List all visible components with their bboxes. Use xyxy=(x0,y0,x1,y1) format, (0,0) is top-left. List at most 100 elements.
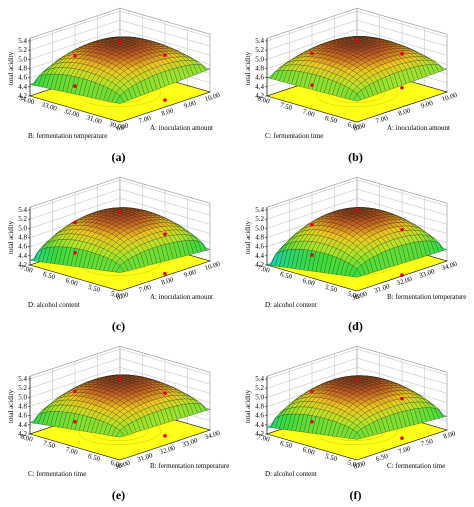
response-surface xyxy=(266,36,448,102)
response-surface xyxy=(266,375,448,440)
panel-b: 4.2 4.4 4.6 4.8 5.0 5.2 5.4 total acidity 6.00 7.… xyxy=(237,0,474,169)
z-tick-label: 4.4 xyxy=(18,252,27,260)
x-axis: 6.00 6.50 7.00 7.50 8.00 C: fermentation time xyxy=(352,429,457,471)
x-tick-label: 6.00 xyxy=(352,121,367,133)
design-point xyxy=(355,377,359,382)
y-tick-label: 8.00 xyxy=(257,94,272,106)
design-point xyxy=(163,434,167,438)
y-axis: 6.00 6.50 7.00 7.50 8.00 C: fermentation time xyxy=(20,432,125,478)
x-tick-label: 6.00 xyxy=(352,459,367,471)
design-points xyxy=(73,39,167,102)
z-tick-label: 4.6 xyxy=(18,74,27,82)
z-tick-label: 4.4 xyxy=(18,421,27,429)
y-tick-label: 5.50 xyxy=(324,452,339,464)
design-point xyxy=(73,220,77,225)
y-tick-label: 5.00 xyxy=(347,458,362,470)
design-point xyxy=(310,389,314,394)
design-point xyxy=(118,210,122,215)
y-tick-label: 7.00 xyxy=(302,107,317,119)
panel-e: 4.2 4.4 4.6 4.8 5.0 5.2 5.4 total acidity 30.00 3… xyxy=(0,338,237,507)
x-tick-label: 9.00 xyxy=(183,99,198,111)
design-point xyxy=(163,271,167,276)
design-point xyxy=(73,389,77,394)
design-points xyxy=(310,208,404,277)
z-tick-label: 5.4 xyxy=(255,375,264,383)
y-tick-label: 7.00 xyxy=(20,263,35,275)
y-tick-label: 6.00 xyxy=(302,445,317,457)
y-axis: 6.00 6.50 7.00 7.50 8.00 C: fermentation time xyxy=(257,94,362,140)
design-point xyxy=(73,53,77,58)
x-tick-label: 7.00 xyxy=(375,114,390,126)
design-point xyxy=(310,222,314,227)
design-point xyxy=(163,391,167,395)
z-tick-label: 5.2 xyxy=(255,384,264,392)
x-tick-label: 8.00 xyxy=(160,106,175,118)
x-tick-label: 9.00 xyxy=(183,268,198,280)
y-tick-label: 7.00 xyxy=(257,432,272,444)
design-point xyxy=(310,51,314,56)
design-points xyxy=(73,210,167,276)
z-tick-label: 5.0 xyxy=(18,55,27,63)
x-tick-label: 8.00 xyxy=(397,106,412,118)
panel-label-b: (b) xyxy=(348,150,363,164)
y-tick-label: 6.50 xyxy=(87,452,102,464)
design-point xyxy=(73,84,77,88)
y-tick-label: 5.50 xyxy=(324,283,339,295)
design-point xyxy=(118,39,122,44)
response-surface xyxy=(29,207,211,273)
design-point xyxy=(355,208,359,213)
z-tick-label: 5.0 xyxy=(255,393,264,401)
response-surface xyxy=(266,207,448,278)
x-axis-label: B: fermentation temperature xyxy=(387,293,466,301)
z-tick-label: 4.4 xyxy=(255,421,264,429)
z-tick-label: 4.2 xyxy=(255,261,264,269)
y-tick-label: 6.00 xyxy=(302,276,317,288)
design-point xyxy=(310,83,314,87)
x-tick-label: 7.00 xyxy=(138,114,153,126)
x-axis-label: B: fermentation temperature xyxy=(150,462,229,470)
design-point xyxy=(73,419,77,424)
x-tick-label: 7.00 xyxy=(138,283,153,295)
z-axis-label: total acidity xyxy=(7,51,15,85)
y-tick-label: 5.00 xyxy=(347,289,362,301)
design-points xyxy=(310,39,404,90)
panel-a: 4.2 4.4 4.6 4.8 5.0 5.2 5.4 total acidity 6.00 7.… xyxy=(0,0,237,169)
z-tick-label: 5.0 xyxy=(18,393,27,401)
z-tick-label: 5.2 xyxy=(18,46,27,54)
y-axis-label: D: alcohol content xyxy=(265,301,317,309)
z-tick-label: 5.0 xyxy=(255,55,264,63)
design-point xyxy=(400,85,404,90)
panel-label-d: (d) xyxy=(348,319,363,333)
design-point xyxy=(310,419,314,424)
y-tick-label: 5.50 xyxy=(87,283,102,295)
panel-label-f: (f) xyxy=(349,488,362,502)
x-tick-label: 8.00 xyxy=(160,275,175,287)
z-tick-label: 4.8 xyxy=(255,65,264,73)
y-axis-label: D: alcohol content xyxy=(28,301,80,309)
z-tick-label: 5.4 xyxy=(18,206,27,214)
design-point xyxy=(163,98,167,102)
z-tick-label: 5.0 xyxy=(255,224,264,232)
z-tick-label: 4.6 xyxy=(18,412,27,420)
design-point xyxy=(73,250,77,255)
z-tick-label: 5.2 xyxy=(18,384,27,392)
y-tick-label: 7.50 xyxy=(42,439,57,451)
design-points xyxy=(310,377,404,440)
z-tick-label: 4.2 xyxy=(18,430,27,438)
y-tick-label: 6.00 xyxy=(65,276,80,288)
y-axis-label: B: fermentation temperature xyxy=(28,132,107,140)
z-tick-label: 4.4 xyxy=(18,83,27,91)
panel-label-c: (c) xyxy=(111,319,126,333)
z-axis-label: total acidity xyxy=(7,220,15,254)
z-tick-label: 5.4 xyxy=(255,206,264,214)
x-tick-label: 6.00 xyxy=(115,121,130,133)
z-tick-label: 4.8 xyxy=(18,65,27,73)
y-axis: 5.00 5.50 6.00 6.50 7.00 D: alcohol content xyxy=(20,263,125,309)
